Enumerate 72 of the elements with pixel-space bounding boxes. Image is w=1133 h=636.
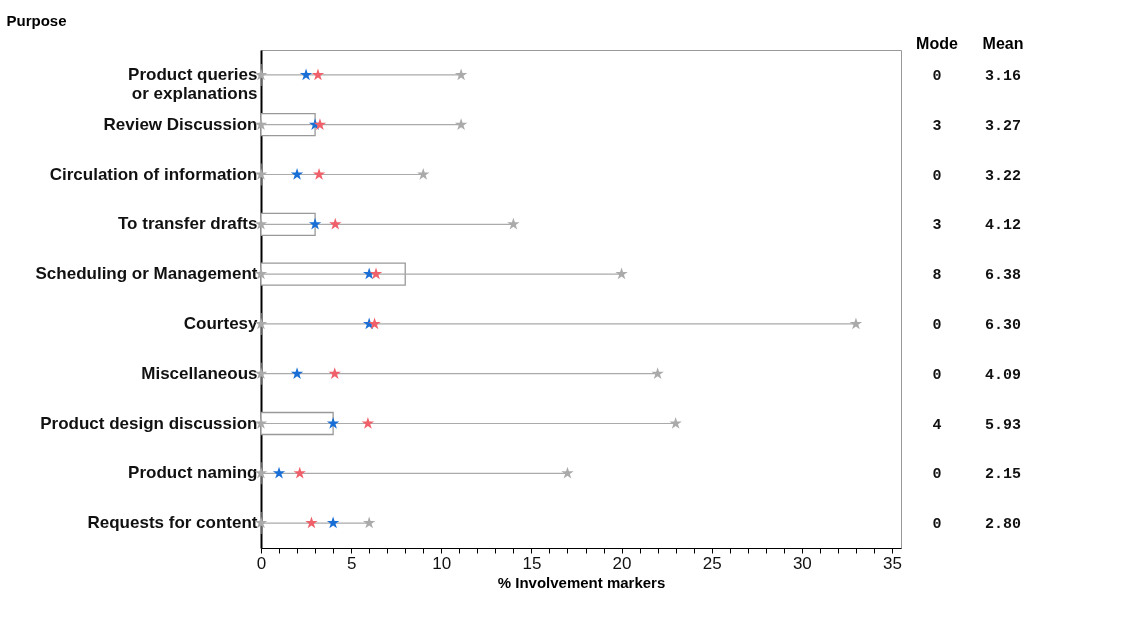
- text: Mean: [982, 35, 1024, 52]
- point: [369, 267, 383, 280]
- data-label: 3: [932, 217, 942, 235]
- data-label: 0: [932, 167, 942, 185]
- point: [454, 118, 468, 130]
- point: [311, 68, 325, 81]
- point: [308, 217, 322, 230]
- point: [651, 367, 664, 379]
- bar: [260, 212, 316, 236]
- point: [328, 367, 341, 379]
- point: [313, 118, 327, 130]
- x-tick-label: 30: [792, 553, 812, 573]
- bar: [260, 411, 334, 436]
- y-axis-title: Purpose: [6, 11, 67, 29]
- data-label: 3.22: [984, 167, 1022, 185]
- x-tick-label: 20: [612, 553, 632, 573]
- data-label: 0: [932, 316, 942, 334]
- data-label: 2.15: [984, 466, 1022, 484]
- point: [329, 217, 342, 230]
- data-label: 2.80: [984, 516, 1022, 534]
- text: Mode: [916, 35, 958, 52]
- data-label: 3.27: [984, 117, 1022, 135]
- data-label: 4: [932, 416, 942, 434]
- point: [669, 416, 682, 429]
- x-tick-label: 5: [346, 553, 357, 573]
- y-tick-label: Scheduling or Management: [35, 264, 258, 284]
- data-label: 5.93: [984, 416, 1022, 434]
- point: [305, 516, 318, 529]
- point: [272, 466, 286, 479]
- data-label: 3: [932, 117, 942, 135]
- point: [290, 167, 304, 180]
- y-tick-label: Product queries or explanations: [128, 64, 258, 103]
- x-tick-label: 0: [256, 553, 267, 573]
- point: [290, 367, 304, 379]
- point: [454, 68, 468, 81]
- y-tick-label: Product design discussion: [40, 413, 258, 433]
- y-tick-label: To transfer drafts: [118, 214, 258, 234]
- data-label: 0: [932, 466, 942, 484]
- point: [299, 68, 313, 81]
- point: [326, 516, 340, 529]
- data-label: 4.12: [984, 217, 1022, 235]
- point: [615, 267, 628, 280]
- point: [361, 416, 375, 429]
- point: [312, 167, 326, 180]
- y-tick-label: Miscellaneous: [141, 363, 258, 383]
- y-tick-label: Courtesy: [183, 313, 259, 333]
- point: [507, 217, 520, 230]
- data-label: 8: [932, 267, 942, 285]
- point: [849, 317, 863, 330]
- x-tick-label: 10: [432, 553, 452, 573]
- point: [368, 317, 381, 330]
- y-tick-label: Requests for content: [87, 513, 258, 533]
- data-label: 0: [932, 516, 942, 534]
- data-label: 4.09: [984, 366, 1022, 384]
- point: [417, 167, 430, 180]
- y-tick-label: Review Discussion: [103, 114, 258, 134]
- point: [293, 466, 306, 479]
- point: [561, 466, 574, 479]
- y-tick-label: Circulation of information: [49, 164, 258, 184]
- y-tick-label: Product naming: [128, 463, 258, 483]
- bar: [260, 113, 316, 137]
- x-tick-label: 35: [883, 553, 902, 573]
- x-axis-title: % Involvement markers: [497, 573, 666, 591]
- data-label: 3.16: [984, 67, 1022, 85]
- x-tick-label: 25: [702, 553, 722, 573]
- data-label: 6.30: [984, 316, 1022, 334]
- point: [362, 516, 376, 529]
- data-label: 0: [932, 366, 942, 384]
- x-tick-label: 15: [522, 553, 542, 573]
- data-label: 6.38: [984, 267, 1022, 285]
- data-label: 0: [932, 67, 942, 85]
- point: [326, 416, 340, 429]
